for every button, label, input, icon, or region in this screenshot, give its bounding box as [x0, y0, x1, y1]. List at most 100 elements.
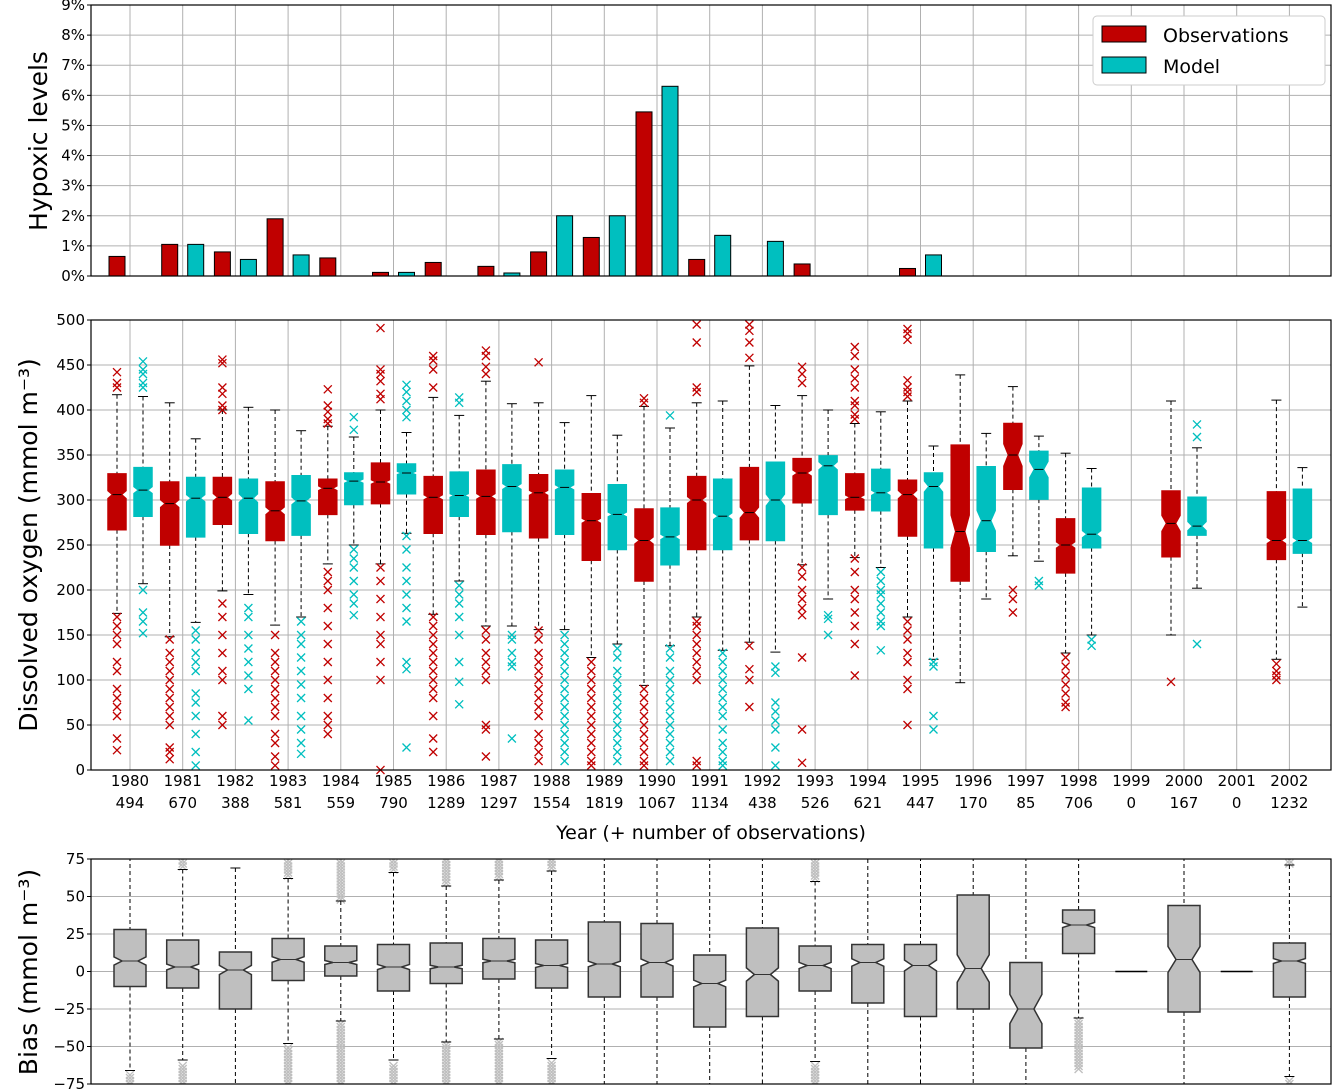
x-tick-count: 1297 [480, 794, 518, 812]
bias-box-1983-outlier [283, 859, 293, 865]
box-observations-1987-outlier [481, 351, 491, 361]
box-observations-1994-outlier [850, 639, 860, 649]
box-model-1998-box [1081, 487, 1102, 549]
x-tick-year: 1981 [164, 772, 202, 790]
plot-frame [90, 319, 1332, 771]
box-observations-1989-outlier [586, 711, 596, 721]
box-observations-1981-outlier [165, 711, 175, 721]
box-observations-1997-outlier [1008, 594, 1018, 604]
y-tick-label: 150 [56, 626, 85, 644]
box-model-1988-outlier [560, 720, 570, 730]
box-observations-1995-outlier [903, 635, 912, 644]
x-tick-count: 447 [906, 794, 935, 812]
bias-panel: −75 −50 −25 0 25 50 75 [53, 850, 1332, 1091]
box-model-1984-outlier [349, 554, 359, 563]
box-observations-1982-outlier [217, 720, 227, 730]
bias-box-1988-outlier [547, 1058, 557, 1068]
box-observations-1982-outlier [217, 675, 227, 685]
bar-model-1981 [187, 243, 205, 277]
y-tick-label: 450 [56, 356, 85, 374]
box-observations-1987-outlier [481, 657, 491, 667]
box-observations-1987-outlier [481, 648, 491, 658]
box-model-1981-outlier [191, 698, 201, 707]
box-observations-1980-outlier [112, 657, 122, 667]
box-observations-1994-outlier [850, 383, 860, 392]
box-model-2000-outlier [1192, 432, 1202, 442]
box-observations-1981-outlier [165, 635, 175, 644]
box-observations-1988-outlier [534, 702, 544, 712]
bar-observations-1993 [793, 263, 811, 277]
box-model-1990-outlier [665, 693, 675, 703]
box-model-1984-outlier [349, 545, 359, 554]
box-model-1992-outlier [770, 662, 780, 671]
y-tick-label: 0% [61, 267, 85, 285]
bias-box-1985-outlier [389, 1061, 398, 1071]
box-model-1985-outlier [402, 617, 411, 626]
y-tick-label: 5% [61, 116, 85, 134]
box-observations-1990-outlier [639, 398, 649, 408]
box-model-1992-outlier [770, 725, 780, 734]
bias-box-1988-box [534, 939, 569, 989]
box-model-1992-outlier [770, 716, 780, 725]
box-model-1992-outlier [770, 761, 780, 770]
box-model-2000-outlier [1192, 639, 1202, 649]
bar-observations-1983 [266, 218, 284, 277]
y-tick-label: 50 [66, 716, 85, 734]
bias-boxes [113, 859, 1307, 1084]
box-observations-1998-outlier [1061, 702, 1071, 712]
box-model-1991-outlier [718, 675, 728, 685]
box-observations-1986-outlier [428, 621, 438, 631]
box-observations-1984-outlier [323, 693, 333, 703]
box-observations-1980-outlier [112, 383, 122, 392]
box-observations-1984-outlier [323, 603, 333, 613]
x-tick-year: 1994 [849, 772, 887, 790]
x-tick-year: 1999 [1112, 772, 1150, 790]
box-observations-1980-outlier [112, 711, 122, 721]
box-observations-1981-outlier [165, 675, 175, 685]
box-model-1990-outlier [665, 675, 675, 685]
box-model-1986-outlier [454, 590, 464, 599]
box-observations-1984-outlier [323, 675, 333, 685]
box-model-1991-outlier [718, 738, 728, 748]
box-observations-1985-outlier [376, 369, 385, 379]
box-observations-1985-outlier [376, 594, 385, 604]
box-observations-1986-outlier [428, 630, 438, 640]
box-model-1991-outlier [718, 725, 728, 734]
box-observations-1988-outlier [534, 747, 544, 757]
box-observations-1981-outlier [165, 648, 175, 658]
box-observations-1987-outlier [481, 626, 491, 635]
box-model-1984-outlier [349, 599, 359, 608]
box-observations-1985-outlier [376, 365, 385, 374]
x-tick-year: 2002 [1270, 772, 1308, 790]
box-model-1990-outlier [665, 738, 675, 748]
box-observations-1990-outlier [639, 747, 649, 757]
bias-box-1983-outlier [283, 1046, 293, 1056]
box-model-1994-outlier [876, 576, 886, 586]
bias-box-1986-box [429, 942, 463, 985]
box-model-1989-box [607, 483, 628, 551]
box-observations-1995-outlier [903, 720, 912, 730]
box-observations-1991-outlier [692, 657, 702, 667]
bar-model-1995 [925, 254, 942, 277]
box-observations-1986-box [423, 475, 443, 535]
box-observations-1988-outlier [534, 626, 544, 635]
box-model-1992-outlier [770, 707, 780, 716]
box-observations-1987-box [476, 469, 496, 535]
box-model-1989-outlier [612, 720, 622, 730]
box-model-1988-outlier [560, 666, 570, 676]
box-observations-1995-outlier [903, 392, 912, 401]
bias-box-1980-box [113, 928, 147, 988]
box-observations-1995-outlier [903, 684, 912, 694]
box-model-1988-outlier [560, 648, 570, 658]
x-tick-year: 1998 [1060, 772, 1098, 790]
x-tick-year: 1993 [796, 772, 834, 790]
box-model-1985-outlier [402, 412, 411, 422]
box-model-1991-box [712, 478, 733, 551]
box-observations-1989-outlier [586, 720, 596, 730]
box-observations-1985-outlier [376, 612, 385, 622]
plot-frame [90, 4, 1332, 277]
box-model-1985-outlier [402, 405, 411, 415]
bar-observations-1980 [108, 255, 126, 277]
box-observations-1991-outlier [692, 648, 702, 658]
bar-observations-1995 [899, 267, 916, 277]
